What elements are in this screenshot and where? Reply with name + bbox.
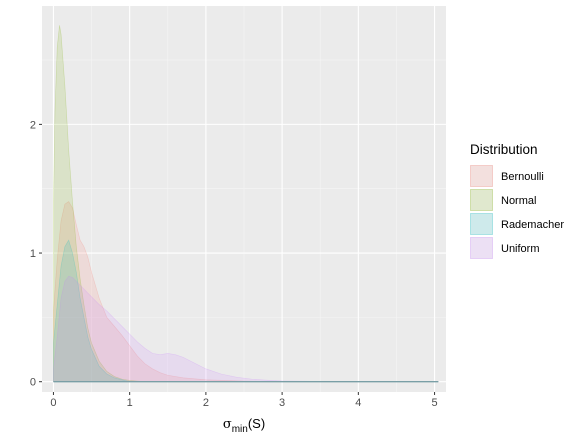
legend-key-bernoulli	[470, 165, 493, 187]
legend-label-bernoulli: Bernoulli	[501, 171, 544, 183]
y-tick-label: 2	[30, 119, 36, 131]
density-areas	[53, 25, 439, 383]
y-tick-label: 0	[30, 377, 36, 389]
y-tick-label: 1	[30, 248, 36, 260]
x-tick-label: 5	[432, 397, 438, 409]
density-area-uniform	[53, 275, 439, 383]
x-tick-label: 0	[50, 397, 56, 409]
x-tick-label: 2	[203, 397, 209, 409]
legend-key-uniform	[470, 237, 493, 259]
minor-gridlines	[42, 6, 446, 392]
x-tick-label: 3	[279, 397, 285, 409]
legend-key-bg	[470, 165, 493, 187]
x-tick-label: 4	[355, 397, 361, 409]
x-tick-label: 1	[127, 397, 133, 409]
density-area-normal	[53, 25, 439, 383]
legend-key-bg	[470, 189, 493, 211]
density-area-rademacher	[53, 239, 439, 383]
legend-key-rademacher	[470, 213, 493, 235]
density-area-bernoulli	[53, 201, 439, 383]
legend-key-bg	[470, 213, 493, 235]
legend: Distribution Bernoulli Normal Rademacher Un…	[470, 142, 564, 259]
x-axis-title: σmin(S)	[223, 416, 265, 435]
legend-label-normal: Normal	[501, 195, 536, 207]
axes: 0 1 2 3 4 5 0 1 2	[30, 119, 438, 409]
legend-key-normal	[470, 189, 493, 211]
legend-key-bg	[470, 237, 493, 259]
legend-label-uniform: Uniform	[501, 243, 540, 255]
legend-label-rademacher: Rademacher	[501, 219, 564, 231]
legend-title: Distribution	[470, 142, 538, 157]
